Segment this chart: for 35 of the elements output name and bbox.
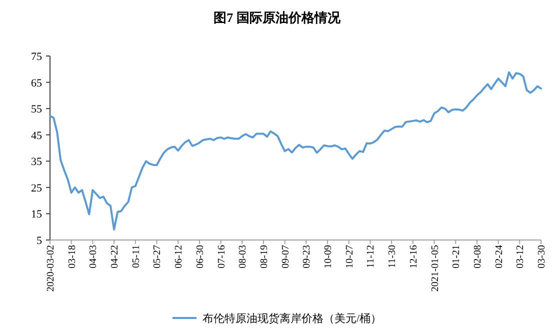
y-tick-label: 75 — [31, 51, 42, 63]
x-tick-label: 11-30 — [387, 245, 398, 268]
y-tick-label: 65 — [31, 77, 42, 90]
x-tick-label: 03-18 — [66, 245, 78, 268]
x-tick-label: 03-30 — [536, 245, 548, 268]
y-tick-label: 15 — [31, 208, 42, 221]
x-tick-label: 06-30 — [194, 245, 206, 268]
x-tick-label: 2020-03-02 — [46, 245, 56, 292]
y-tick-label: 35 — [31, 156, 42, 168]
x-tick-label: 07-16 — [216, 245, 228, 268]
x-tick-label: 02-08 — [472, 245, 484, 268]
x-tick-label: 03-12 — [515, 245, 526, 268]
x-tick-label: 04-03 — [88, 245, 100, 268]
x-tick-label: 10-09 — [323, 245, 334, 268]
x-tick-label: 02-24 — [494, 245, 505, 268]
y-tick-label: 45 — [31, 130, 42, 142]
y-tick-label: 25 — [31, 182, 42, 194]
y-tick-label: 55 — [31, 104, 42, 116]
x-tick-label: 08-19 — [258, 245, 270, 268]
x-tick-label: 08-03 — [238, 245, 249, 268]
x-tick-label: 05-27 — [152, 245, 164, 268]
x-tick-label: 05-11 — [130, 245, 142, 268]
x-tick-label: 04-22 — [110, 245, 121, 268]
legend: 布伦特原油现货离岸价格（美元/桶） — [172, 313, 382, 325]
x-tick-label: 09-23 — [302, 245, 313, 268]
x-tick-label: 12-16 — [408, 245, 420, 268]
x-tick-label: 10-27 — [344, 245, 356, 268]
x-tick-label: 06-12 — [174, 245, 185, 268]
x-tick-label: 01-21 — [451, 245, 462, 268]
x-tick-label: 09-07 — [280, 245, 292, 268]
legend-label: 布伦特原油现货离岸价格（美元/桶） — [202, 312, 382, 325]
x-tick-label: 2021-01-05 — [430, 245, 441, 292]
chart-title: 图7 国际原油价格情况 — [214, 10, 342, 25]
x-tick-label: 11-12 — [366, 245, 377, 268]
y-tick-label: 5 — [36, 235, 42, 247]
